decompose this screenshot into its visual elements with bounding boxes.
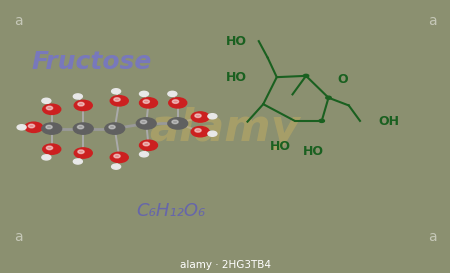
Circle shape <box>46 146 53 150</box>
Circle shape <box>46 125 52 129</box>
Circle shape <box>114 98 120 101</box>
Circle shape <box>105 123 125 134</box>
Text: a: a <box>14 230 22 244</box>
Text: HO: HO <box>303 144 324 158</box>
Circle shape <box>136 118 156 129</box>
Circle shape <box>28 124 35 128</box>
Text: C₆H₁₂O₆: C₆H₁₂O₆ <box>136 202 206 220</box>
Text: a: a <box>428 14 436 28</box>
Circle shape <box>208 114 217 119</box>
Circle shape <box>195 114 201 117</box>
Text: a: a <box>428 230 436 244</box>
Circle shape <box>43 144 61 154</box>
Circle shape <box>169 98 187 108</box>
Circle shape <box>140 91 148 96</box>
Circle shape <box>140 98 158 108</box>
Circle shape <box>110 152 128 162</box>
Text: a: a <box>14 14 22 28</box>
Text: OH: OH <box>378 115 399 128</box>
Text: alamy: alamy <box>150 107 300 150</box>
Circle shape <box>114 154 120 158</box>
Circle shape <box>319 119 324 122</box>
Circle shape <box>74 100 92 111</box>
Text: O: O <box>338 73 348 86</box>
Circle shape <box>78 150 84 153</box>
Circle shape <box>191 112 209 122</box>
Circle shape <box>73 94 82 99</box>
Circle shape <box>168 91 177 96</box>
Circle shape <box>168 118 188 129</box>
Circle shape <box>140 140 158 150</box>
Circle shape <box>191 126 209 137</box>
Text: HO: HO <box>270 140 290 153</box>
Circle shape <box>140 152 148 157</box>
Circle shape <box>74 148 92 158</box>
Circle shape <box>109 125 115 129</box>
Text: Fructose: Fructose <box>32 50 152 74</box>
Circle shape <box>42 98 51 103</box>
Circle shape <box>326 96 331 99</box>
Circle shape <box>73 123 93 134</box>
Text: HO: HO <box>225 35 247 48</box>
Circle shape <box>172 100 179 103</box>
Circle shape <box>140 120 147 124</box>
Text: HO: HO <box>225 71 247 84</box>
Circle shape <box>143 142 149 146</box>
Circle shape <box>112 164 121 169</box>
Circle shape <box>42 155 51 160</box>
Circle shape <box>17 125 26 130</box>
Circle shape <box>42 123 62 134</box>
Circle shape <box>208 131 217 136</box>
Circle shape <box>77 125 84 129</box>
Circle shape <box>172 120 178 124</box>
Text: alamy · 2HG3TB4: alamy · 2HG3TB4 <box>180 260 270 270</box>
Circle shape <box>43 104 61 114</box>
Circle shape <box>25 122 43 132</box>
Circle shape <box>112 89 121 94</box>
Circle shape <box>73 159 82 164</box>
Circle shape <box>195 129 201 132</box>
Circle shape <box>110 96 128 106</box>
Circle shape <box>303 74 309 78</box>
Circle shape <box>143 100 149 103</box>
Circle shape <box>46 106 53 110</box>
Circle shape <box>78 102 84 106</box>
